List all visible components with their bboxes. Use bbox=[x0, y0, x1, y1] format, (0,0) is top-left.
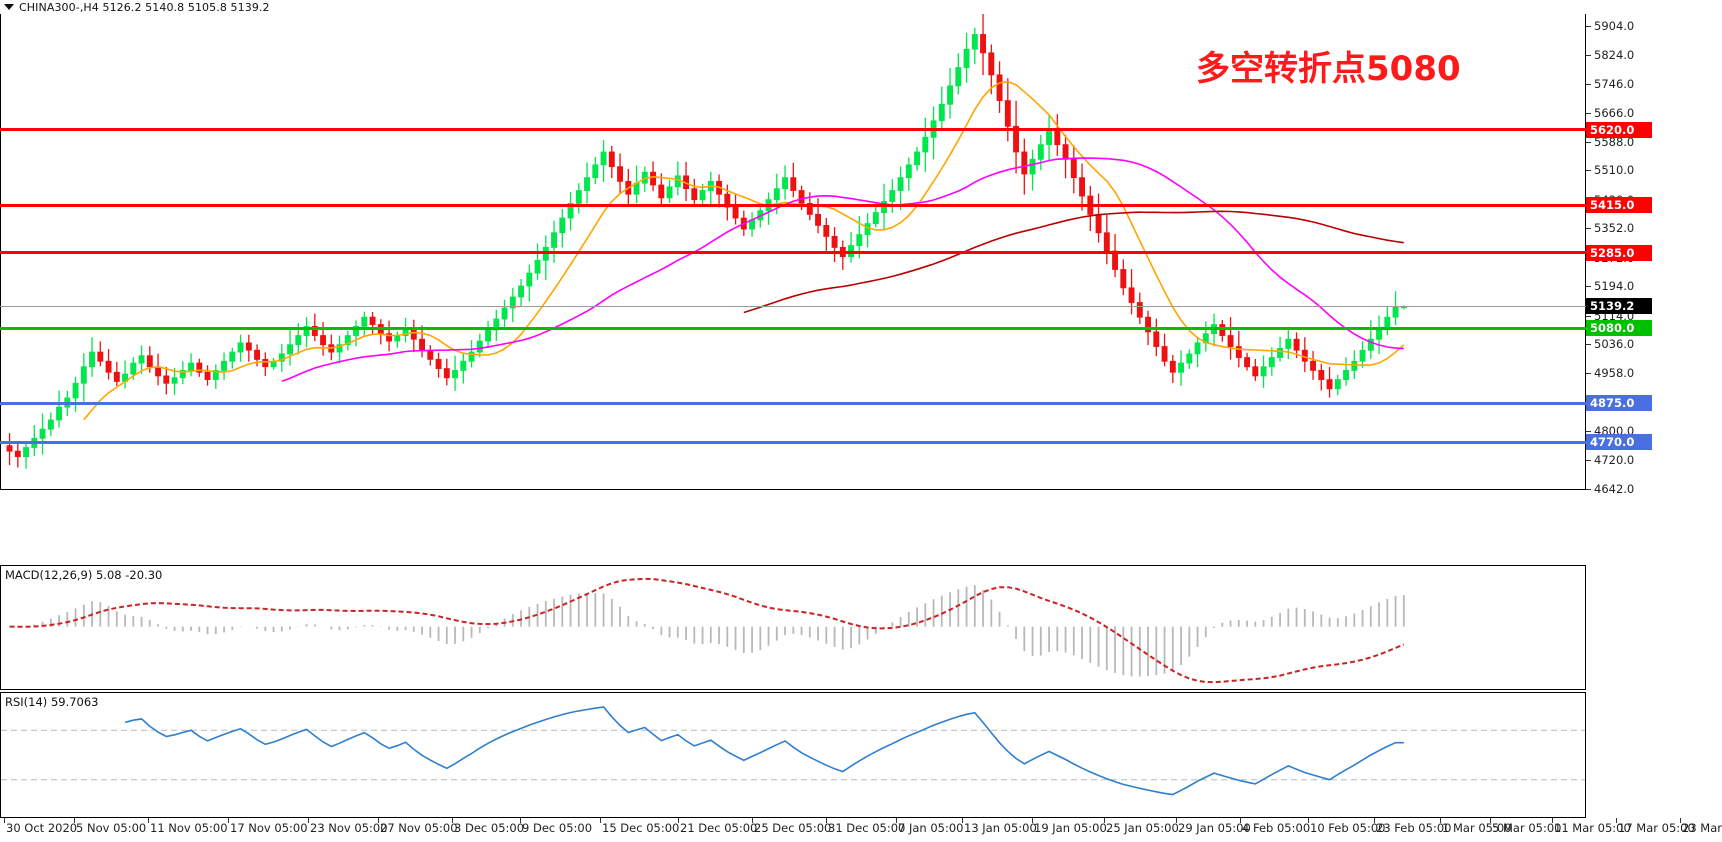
time-axis-tick bbox=[452, 818, 453, 823]
time-axis-label: 5 Nov 05:00 bbox=[76, 821, 147, 835]
time-axis-label: 13 Jan 05:00 bbox=[964, 821, 1037, 835]
price-level-badge[interactable]: 5139.2 bbox=[1586, 298, 1652, 315]
price-level-badge[interactable]: 4875.0 bbox=[1586, 395, 1652, 412]
time-axis-tick bbox=[1176, 818, 1177, 823]
price-plot-area[interactable] bbox=[1, 11, 1585, 489]
macd-plot-area[interactable] bbox=[1, 566, 1585, 689]
time-axis-label: 4 Feb 05:00 bbox=[1242, 821, 1311, 835]
price-axis: 5904.05824.05746.05666.05588.05510.05430… bbox=[1586, 0, 1722, 818]
time-axis-label: 9 Dec 05:00 bbox=[522, 821, 593, 835]
time-axis-label: 25 Dec 05:00 bbox=[754, 821, 832, 835]
level-line-resistance bbox=[0, 251, 1586, 255]
time-axis-label: 23 Feb 05:00 bbox=[1376, 821, 1452, 835]
time-axis-tick bbox=[962, 818, 963, 823]
time-axis-tick bbox=[4, 818, 5, 823]
price-axis-tick: 5352.0 bbox=[1586, 221, 1634, 235]
time-axis-tick bbox=[308, 818, 309, 823]
time-axis-label: 17 Mar 05:00 bbox=[1618, 821, 1695, 835]
time-axis-tick bbox=[1240, 818, 1241, 823]
time-axis-label: 30 Oct 2020 bbox=[6, 821, 78, 835]
time-axis-label: 17 Nov 05:00 bbox=[230, 821, 308, 835]
level-line-resistance bbox=[0, 203, 1586, 207]
level-line-support bbox=[0, 326, 1586, 330]
price-axis-tick: 5588.0 bbox=[1586, 135, 1634, 149]
time-axis-label: 10 Feb 05:00 bbox=[1310, 821, 1386, 835]
time-axis-label: 29 Jan 05:00 bbox=[1178, 821, 1251, 835]
time-axis-tick bbox=[1490, 818, 1491, 823]
price-axis-tick: 5824.0 bbox=[1586, 48, 1634, 62]
time-axis-label: 31 Dec 05:00 bbox=[828, 821, 906, 835]
time-axis-tick bbox=[378, 818, 379, 823]
time-axis-label: 15 Dec 05:00 bbox=[602, 821, 680, 835]
time-axis-label: 23 Nov 05:00 bbox=[310, 821, 388, 835]
price-level-badge[interactable]: 5080.0 bbox=[1586, 320, 1652, 337]
time-axis-tick bbox=[1680, 818, 1681, 823]
time-axis-tick bbox=[1308, 818, 1309, 823]
price-axis-tick: 5666.0 bbox=[1586, 106, 1634, 120]
symbol-header-bar: CHINA300-,H4 5126.2 5140.8 5105.8 5139.2 bbox=[0, 0, 1722, 14]
time-axis-tick bbox=[74, 818, 75, 823]
time-axis-tick bbox=[1616, 818, 1617, 823]
price-axis-tick: 5904.0 bbox=[1586, 19, 1634, 33]
price-axis-tick: 5194.0 bbox=[1586, 279, 1634, 293]
time-axis-label: 23 Mar 05:00 bbox=[1682, 821, 1722, 835]
level-line-resistance bbox=[0, 128, 1586, 132]
time-axis-label: 3 Dec 05:00 bbox=[454, 821, 525, 835]
level-line-support bbox=[0, 401, 1586, 405]
price-level-badge[interactable]: 5620.0 bbox=[1586, 121, 1652, 138]
price-axis-tick: 4720.0 bbox=[1586, 453, 1634, 467]
time-axis-tick bbox=[600, 818, 601, 823]
time-axis-label: 21 Dec 05:00 bbox=[680, 821, 758, 835]
time-axis-label: 25 Jan 05:00 bbox=[1106, 821, 1179, 835]
time-axis-label: 7 Jan 05:00 bbox=[898, 821, 964, 835]
time-axis-tick bbox=[148, 818, 149, 823]
time-axis-tick bbox=[1104, 818, 1105, 823]
price-axis-tick: 5510.0 bbox=[1586, 163, 1634, 177]
time-axis-tick bbox=[1032, 818, 1033, 823]
price-level-badge[interactable]: 5415.0 bbox=[1586, 197, 1652, 214]
rsi-title: RSI(14) 59.7063 bbox=[5, 695, 99, 709]
time-axis-tick bbox=[826, 818, 827, 823]
time-axis-label: 27 Nov 05:00 bbox=[380, 821, 458, 835]
time-axis-tick bbox=[678, 818, 679, 823]
price-axis-tick: 5746.0 bbox=[1586, 77, 1634, 91]
level-line-current-price bbox=[0, 305, 1586, 307]
price-chart-panel[interactable] bbox=[0, 10, 1586, 490]
time-axis-label: 19 Jan 05:00 bbox=[1034, 821, 1107, 835]
time-axis-label: 5 Mar 05:00 bbox=[1492, 821, 1562, 835]
price-level-badge[interactable]: 5285.0 bbox=[1586, 244, 1652, 261]
time-axis-tick bbox=[752, 818, 753, 823]
rsi-plot-area[interactable] bbox=[1, 693, 1585, 817]
macd-panel[interactable]: MACD(12,26,9) 5.08 -20.30 bbox=[0, 565, 1586, 690]
level-line-support bbox=[0, 440, 1586, 444]
time-axis-tick bbox=[520, 818, 521, 823]
price-level-badge[interactable]: 4770.0 bbox=[1586, 434, 1652, 450]
time-axis-tick bbox=[896, 818, 897, 823]
time-axis-label: 11 Nov 05:00 bbox=[150, 821, 228, 835]
chart-annotation-text: 多空转折点5080 bbox=[1196, 49, 1461, 89]
price-axis-tick: 4642.0 bbox=[1586, 482, 1634, 496]
time-axis-tick bbox=[228, 818, 229, 823]
price-axis-tick: 4958.0 bbox=[1586, 366, 1634, 380]
time-axis-label: 1 Mar 05:00 bbox=[1442, 821, 1512, 835]
symbol-ohlc-label: CHINA300-,H4 5126.2 5140.8 5105.8 5139.2 bbox=[19, 0, 270, 14]
time-axis-label: 11 Mar 05:00 bbox=[1554, 821, 1631, 835]
time-axis-tick bbox=[1440, 818, 1441, 823]
time-axis-tick bbox=[1374, 818, 1375, 823]
time-axis-tick bbox=[1552, 818, 1553, 823]
macd-title: MACD(12,26,9) 5.08 -20.30 bbox=[5, 568, 163, 582]
price-axis-tick: 5036.0 bbox=[1586, 337, 1634, 351]
time-axis: 30 Oct 2020 5 Nov 05:00 11 Nov 05:00 17 Nov… bbox=[0, 818, 1722, 842]
triangle-down-icon[interactable] bbox=[4, 4, 14, 10]
rsi-panel[interactable]: RSI(14) 59.7063 bbox=[0, 692, 1586, 818]
